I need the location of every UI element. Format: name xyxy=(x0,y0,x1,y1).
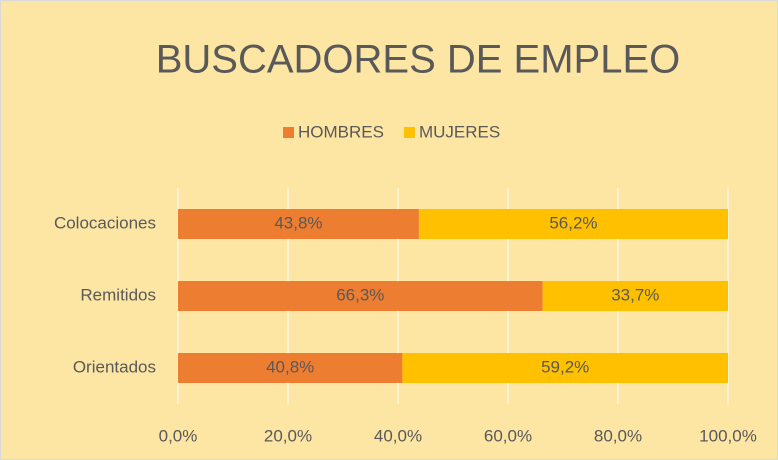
data-label: 56,2% xyxy=(549,213,597,232)
bar-segment xyxy=(178,353,403,383)
data-label: 40,8% xyxy=(266,357,314,376)
data-label: 66,3% xyxy=(336,285,384,304)
x-tick-label: 40,0% xyxy=(374,426,422,445)
x-tick-label: 60,0% xyxy=(484,426,532,445)
y-tick-label: Colocaciones xyxy=(54,213,156,232)
x-tick-label: 80,0% xyxy=(594,426,642,445)
legend-swatch xyxy=(283,127,294,138)
x-tick-label: 100,0% xyxy=(699,426,757,445)
data-label: 59,2% xyxy=(541,357,589,376)
y-tick-label: Remitidos xyxy=(80,285,156,304)
x-tick-label: 20,0% xyxy=(264,426,312,445)
legend-label: MUJERES xyxy=(419,122,500,141)
chart-title: BUSCADORES DE EMPLEO xyxy=(156,38,681,82)
bar-segment xyxy=(402,353,728,383)
legend-swatch xyxy=(403,127,415,138)
legend-label: HOMBRES xyxy=(298,122,384,141)
x-tick-label: 0,0% xyxy=(159,426,198,445)
data-label: 33,7% xyxy=(611,285,659,304)
data-label: 43,8% xyxy=(274,213,322,232)
y-tick-label: Orientados xyxy=(73,357,156,376)
bar-segment xyxy=(418,209,728,239)
bar-segment xyxy=(178,209,419,239)
bar-segment xyxy=(542,281,728,311)
bar-segment xyxy=(178,281,543,311)
